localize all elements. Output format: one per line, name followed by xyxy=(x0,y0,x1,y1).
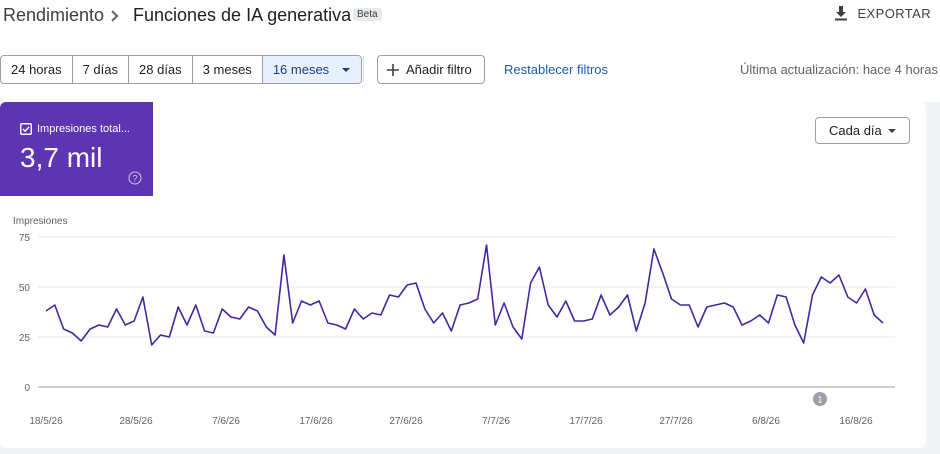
help-icon[interactable]: ? xyxy=(128,171,142,185)
annotation-label: 1 xyxy=(817,395,822,405)
x-tick-label: 16/8/26 xyxy=(839,416,873,427)
reset-filters-link[interactable]: Restablecer filtros xyxy=(504,62,609,77)
range-option-24h[interactable]: 24 horas xyxy=(1,56,73,83)
granularity-dropdown[interactable]: Cada día xyxy=(815,117,910,144)
range-option-16m-label: 16 meses xyxy=(272,62,330,77)
x-tick-label: 7/6/26 xyxy=(212,416,240,427)
range-option-3m[interactable]: 3 meses xyxy=(193,56,263,83)
add-filter-label: Añadir filtro xyxy=(406,62,472,77)
y-tick-label: 0 xyxy=(24,383,30,394)
x-tick-label: 18/5/26 xyxy=(29,416,63,427)
granularity-label: Cada día xyxy=(829,123,882,138)
range-option-28d[interactable]: 28 días xyxy=(129,56,193,83)
x-tick-label: 6/8/26 xyxy=(752,416,780,427)
y-tick-label: 50 xyxy=(19,283,31,294)
y-tick-label: 25 xyxy=(19,333,31,344)
page-title: Funciones de IA generativa xyxy=(133,5,352,25)
x-tick-label: 7/7/26 xyxy=(482,416,510,427)
divider xyxy=(363,56,364,82)
x-tick-label: 28/5/26 xyxy=(119,416,153,427)
download-icon xyxy=(835,6,848,21)
caret-down-icon xyxy=(342,67,351,72)
metric-value: 3,7 mil xyxy=(20,142,103,173)
y-tick-label: 75 xyxy=(19,233,31,244)
x-tick-label: 17/7/26 xyxy=(569,416,603,427)
caret-down-icon xyxy=(888,128,896,133)
y-axis-title: Impresiones xyxy=(13,216,68,227)
annotation-marker[interactable]: 1 xyxy=(813,392,827,406)
performance-card: Impresiones total... 3,7 mil ? Cada día … xyxy=(0,102,926,448)
metric-label: Impresiones total... xyxy=(37,123,130,135)
beta-badge: Beta xyxy=(353,8,382,21)
impressions-chart: 0 25 50 75 18/5/26 28/5/26 7/6/26 17/6/26 27/6/2… xyxy=(19,233,895,427)
plus-icon xyxy=(387,63,399,76)
impressions-series-line xyxy=(45,244,884,346)
range-option-7d[interactable]: 7 días xyxy=(73,56,130,83)
range-option-16m[interactable]: 16 meses xyxy=(262,56,362,83)
filter-bar: 24 horas 7 días 28 días 3 meses 16 meses… xyxy=(0,41,940,102)
date-range-selector: 24 horas 7 días 28 días 3 meses 16 meses xyxy=(0,55,363,84)
breadcrumb-root[interactable]: Rendimiento xyxy=(3,5,105,25)
chevron-right-icon xyxy=(111,10,119,22)
svg-text:?: ? xyxy=(132,174,137,184)
export-button[interactable]: EXPORTAR xyxy=(834,5,931,21)
add-filter-button[interactable]: Añadir filtro xyxy=(377,55,485,84)
export-label: EXPORTAR xyxy=(857,5,931,21)
checkbox-checked-icon xyxy=(20,123,32,135)
x-tick-label: 27/6/26 xyxy=(389,416,423,427)
last-updated-text: Última actualización: hace 4 horas xyxy=(740,62,938,77)
top-bar: Rendimiento Funciones de IA generativa B… xyxy=(0,0,940,42)
x-tick-label: 17/6/26 xyxy=(299,416,333,427)
x-tick-label: 27/7/26 xyxy=(659,416,693,427)
metric-card-impressions[interactable]: Impresiones total... 3,7 mil ? xyxy=(0,102,153,196)
